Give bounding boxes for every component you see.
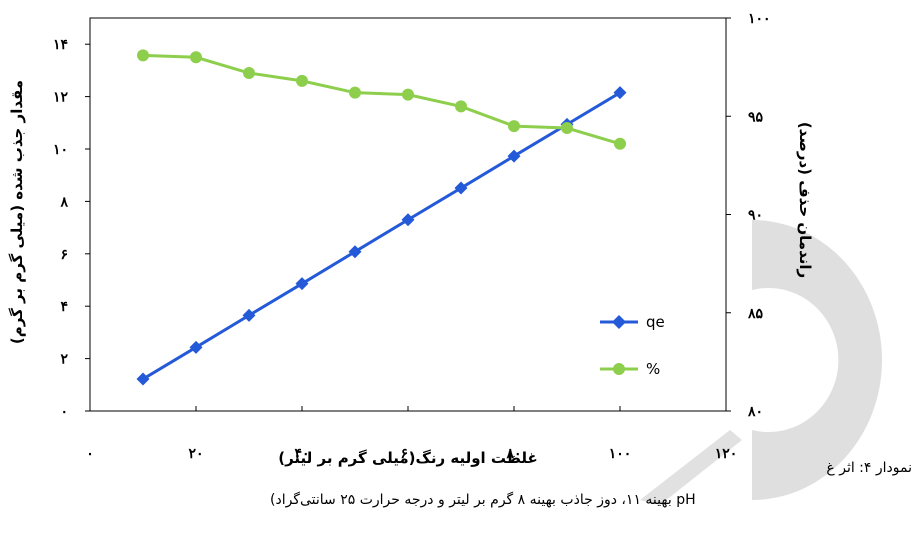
qe-data-point (348, 245, 362, 259)
x-tick-label: ۰ (86, 446, 94, 462)
x-tick-label: ۴۰ (294, 446, 309, 462)
figure-caption-partial: نمودار ۴: اثر غ (826, 460, 912, 476)
left-y-tick-label: ۱۴ (53, 37, 68, 53)
right-y-tick-label: ۱۰۰ (748, 11, 771, 27)
percent-data-point (402, 88, 414, 101)
x-tick-label: ۸۰ (505, 446, 521, 462)
right-y-tick-label: ۹۵ (748, 109, 764, 125)
legend-qe-label: qe (646, 313, 665, 331)
watermark-arc-shape (752, 220, 882, 500)
right-y-tick-label: ۸۰ (747, 404, 763, 420)
left-y-tick-label: ۱۰ (53, 142, 68, 158)
qe-data-point (189, 340, 203, 354)
x-axis-title: غلظت اولیه رنگ(میلی گرم بر لیتر) (278, 449, 538, 467)
percent-data-point (243, 67, 255, 80)
right-y-axis-title: راندمان حذف (درصد) (796, 122, 814, 278)
qe-data-point (242, 308, 256, 322)
x-tick-label: ۲۰ (188, 446, 203, 462)
percent-data-point (561, 122, 573, 135)
qe-data-point (613, 86, 627, 100)
series-layer (136, 49, 627, 386)
qe-data-point (401, 213, 415, 227)
legend-qe-marker (612, 315, 626, 329)
watermark-stroke-shape (640, 430, 742, 505)
left-y-axis: ۰ ۲ ۴ ۶ ۸ ۱۰ ۱۲ ۱۴ (53, 37, 90, 420)
x-tick-label: ۱۲۰ (715, 446, 738, 462)
qe-data-point (136, 372, 150, 386)
left-y-tick-label: ۸ (59, 194, 68, 210)
percent-data-point (296, 74, 308, 87)
left-y-tick-label: ۶ (60, 247, 68, 263)
percent-data-point (190, 51, 202, 64)
right-y-axis: ۸۰ ۸۵ ۹۰ ۹۵ ۱۰۰ (726, 11, 771, 420)
left-y-tick-label: ۰ (60, 404, 68, 420)
percent-data-point (455, 100, 467, 113)
qe-data-point (507, 149, 521, 163)
left-y-axis-title: مقدار جذب شده (میلی گرم بر گرم) (8, 80, 26, 344)
percent-data-point (508, 120, 520, 133)
left-y-tick-label: ۴ (60, 299, 68, 315)
qe-data-point (295, 277, 309, 291)
legend-percent-marker (613, 363, 625, 375)
left-y-tick-label: ۲ (60, 352, 68, 368)
legend-percent-label: % (646, 360, 660, 378)
left-y-tick-label: ۱۲ (53, 90, 69, 106)
qe-data-point (454, 181, 468, 195)
percent-data-point (137, 49, 149, 62)
series-line-percent (142, 53, 621, 146)
right-y-tick-label: ۸۵ (747, 306, 764, 322)
figure-caption-conditions: pH بهینه ۱۱، دوز جاذب بهینه ۸ گرم بر لیت… (270, 492, 696, 508)
right-y-tick-label: ۹۰ (748, 208, 763, 224)
watermark (640, 220, 882, 505)
series-line-qe (142, 91, 621, 381)
legend: qe % (600, 313, 665, 378)
percent-data-point (614, 137, 626, 150)
x-axis: ۰ ۲۰ ۴۰ ۶۰ ۸۰ ۱۰۰ ۱۲۰ (86, 406, 737, 462)
x-tick-label: ۱۰۰ (609, 446, 632, 462)
x-tick-label: ۶۰ (400, 446, 415, 462)
percent-data-point (349, 86, 361, 99)
